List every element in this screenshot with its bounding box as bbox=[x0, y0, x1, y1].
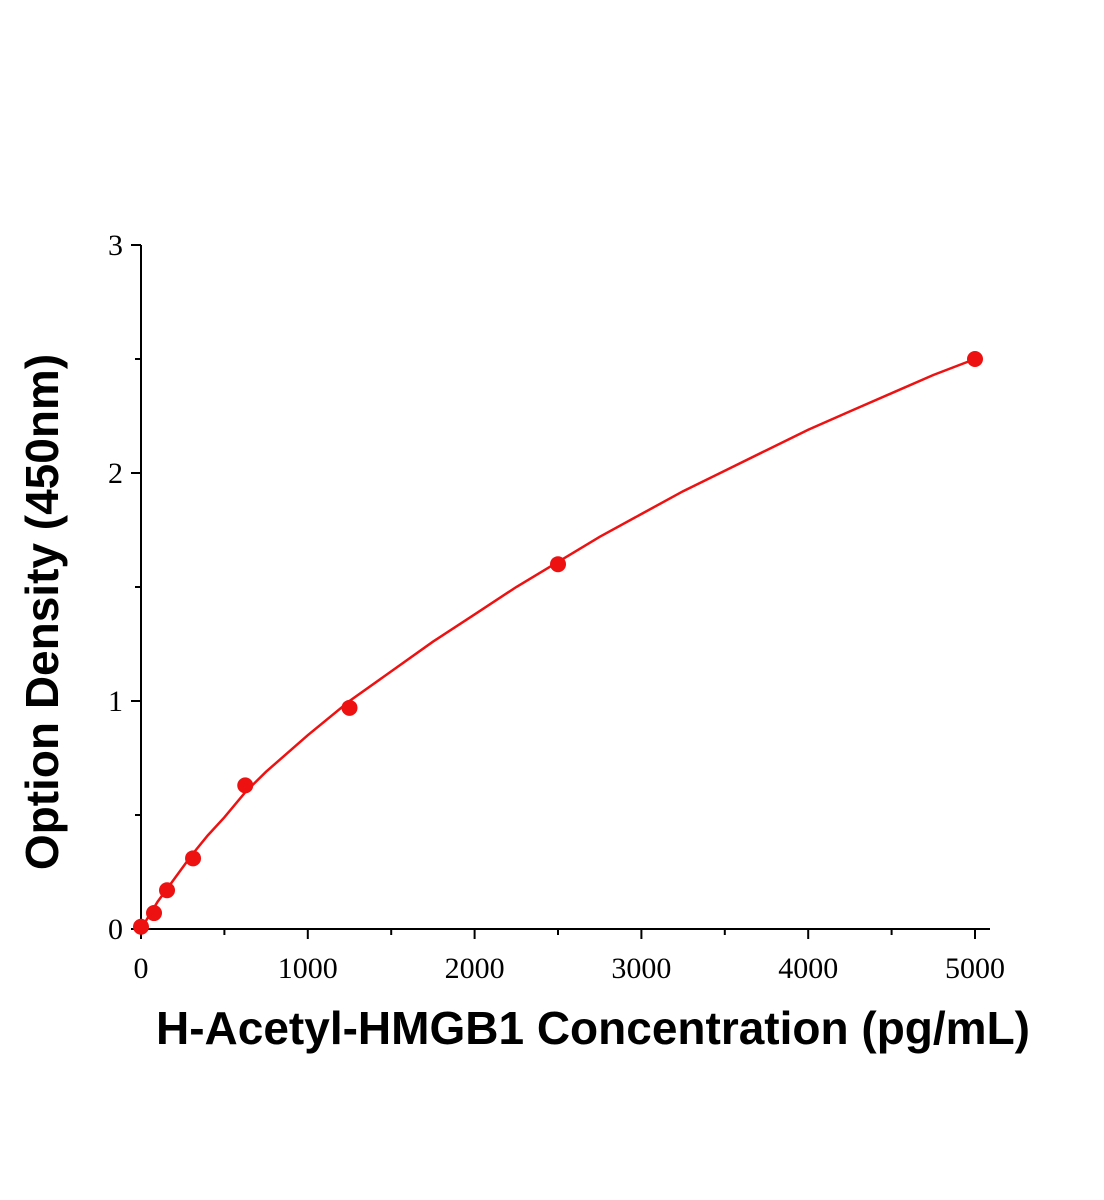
data-points bbox=[133, 351, 983, 935]
data-point bbox=[237, 777, 254, 794]
data-point bbox=[185, 850, 202, 867]
fit-curve bbox=[139, 357, 976, 930]
y-tick-label: 2 bbox=[108, 457, 123, 490]
data-point bbox=[341, 699, 358, 716]
data-point bbox=[133, 918, 149, 935]
x-tick-label: 4000 bbox=[778, 952, 838, 985]
ticks bbox=[131, 244, 976, 939]
tick-labels: 0 1000 2000 3000 4000 5000 0 1 2 3 bbox=[108, 229, 1005, 985]
x-tick-label: 0 bbox=[134, 952, 149, 985]
y-tick-label: 1 bbox=[108, 685, 123, 718]
x-tick-label: 3000 bbox=[611, 952, 671, 985]
data-point bbox=[159, 882, 176, 899]
x-tick-label: 1000 bbox=[278, 952, 338, 985]
x-axis-title: H-Acetyl-HMGB1 Concentration (pg/mL) bbox=[156, 1002, 1030, 1054]
data-point bbox=[967, 351, 983, 367]
y-tick-label: 3 bbox=[108, 229, 123, 262]
x-tick-label: 5000 bbox=[945, 952, 1005, 985]
axes bbox=[140, 245, 990, 930]
data-point bbox=[146, 905, 163, 922]
x-tick-label: 2000 bbox=[445, 952, 505, 985]
y-axis-title: Option Density (450nm) bbox=[16, 354, 68, 870]
data-point bbox=[550, 556, 566, 573]
y-tick-label: 0 bbox=[108, 913, 123, 946]
